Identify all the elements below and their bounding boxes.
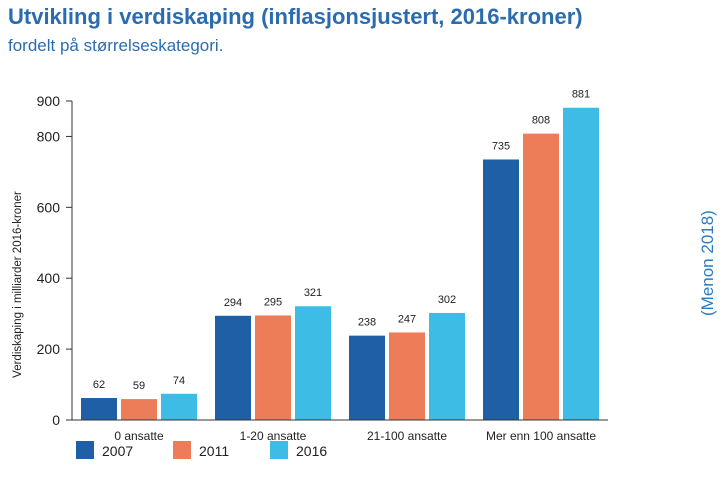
bars-group: 62 59 74 294 295 321 238 247 302 735 808 881 <box>81 89 599 421</box>
legend-swatch <box>173 441 191 459</box>
bar <box>81 398 117 420</box>
data-label: 62 <box>93 379 105 391</box>
x-category-label: 21-100 ansatte <box>367 429 447 443</box>
bar <box>161 393 197 420</box>
bar <box>523 133 559 420</box>
legend-label: 2011 <box>199 443 229 459</box>
data-label: 735 <box>492 140 510 152</box>
data-label: 238 <box>358 317 376 329</box>
data-label: 321 <box>304 287 322 299</box>
y-axis: 0 200 400 600 800 900 Verdiskaping i milliarde… <box>12 93 73 428</box>
bar <box>429 312 465 420</box>
data-label: 294 <box>224 297 242 309</box>
data-label: 302 <box>438 294 456 306</box>
y-tick-label: 200 <box>37 341 61 357</box>
y-tick-label: 0 <box>52 412 60 428</box>
chart-subtitle: fordelt på størrelseskategori. <box>8 36 224 55</box>
chart-title: Utvikling i verdiskaping (inflasjonsjust… <box>8 4 583 29</box>
bar <box>255 315 291 420</box>
data-label: 247 <box>398 313 416 325</box>
data-label: 74 <box>173 375 185 387</box>
y-tick-label: 800 <box>37 128 61 144</box>
data-label: 881 <box>572 89 590 101</box>
data-label: 808 <box>532 115 550 127</box>
y-axis-label: Verdiskaping i milliarder 2016-kroner <box>12 191 24 378</box>
y-tick-label: 400 <box>37 270 61 286</box>
legend-label: 2016 <box>296 443 327 459</box>
legend-label: 2007 <box>102 443 133 459</box>
bar <box>295 306 331 420</box>
x-category-label: Mer enn 100 ansatte <box>486 429 596 443</box>
legend: 2007 2011 2016 <box>76 441 327 459</box>
bar <box>349 335 385 420</box>
x-category-label: 1-20 ansatte <box>240 429 307 443</box>
data-label: 59 <box>133 380 145 392</box>
y-tick-label: 900 <box>37 93 61 109</box>
bar <box>121 399 157 420</box>
bar <box>215 315 251 420</box>
x-category-label: 0 ansatte <box>114 429 164 443</box>
data-label: 295 <box>264 296 282 308</box>
legend-swatch <box>76 441 94 459</box>
legend-swatch <box>270 441 288 459</box>
x-axis: 0 ansatte 1-20 ansatte 21-100 ansatte Mer e… <box>72 419 608 443</box>
bar <box>563 107 599 421</box>
bar <box>483 159 519 420</box>
bar <box>389 332 425 420</box>
y-tick-label: 600 <box>37 199 61 215</box>
